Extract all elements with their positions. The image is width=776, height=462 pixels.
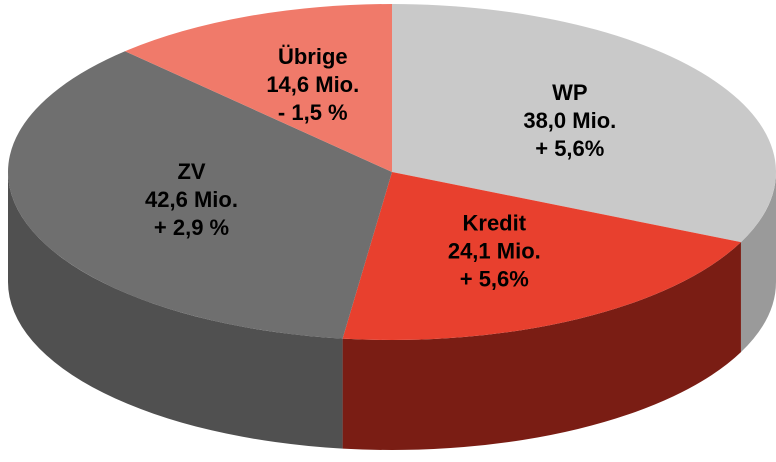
slice-value: 24,1 Mio. [448, 239, 541, 264]
pie-slice [7, 51, 392, 339]
slice-name: ZV [177, 159, 205, 184]
slice-value: 42,6 Mio. [145, 187, 238, 212]
slice-value: 14,6 Mio. [266, 72, 359, 97]
slice-value: 38,0 Mio. [523, 108, 616, 133]
pie-slice [342, 172, 741, 341]
slice-name: Kredit [463, 211, 527, 236]
pie-side [740, 172, 776, 353]
slice-change: + 5,6% [535, 136, 604, 161]
slice-change: + 5,6% [460, 267, 529, 292]
pie-slice [392, 4, 776, 243]
slice-name: WP [552, 80, 587, 105]
slice-change: - 1,5 % [278, 100, 348, 125]
slice-name: Übrige [278, 44, 348, 69]
slice-change: + 2,9 % [154, 215, 229, 240]
pie-side [342, 242, 741, 450]
pie-side [8, 172, 343, 449]
pie-slice [124, 4, 392, 172]
